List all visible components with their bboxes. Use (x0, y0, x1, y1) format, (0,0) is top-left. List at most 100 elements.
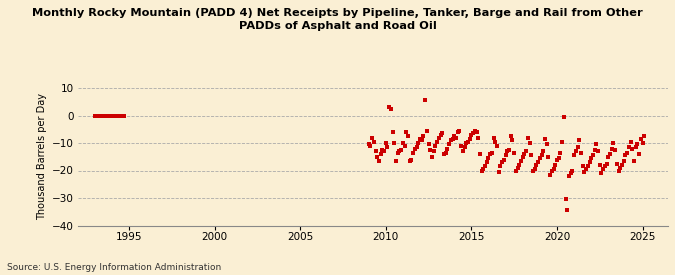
Point (425, 148, 435, 152)
Point (373, 159, 384, 163)
Text: Source: U.S. Energy Information Administration: Source: U.S. Energy Information Administ… (7, 263, 221, 272)
Point (550, 163, 561, 167)
Point (558, 115, 569, 119)
Point (531, 163, 542, 167)
Point (430, 144, 441, 148)
Point (382, 145, 393, 149)
Point (418, 134, 429, 138)
Point (499, 157, 510, 162)
Point (459, 145, 470, 149)
Point (363, 142, 374, 147)
Point (528, 168, 539, 173)
Point (95, 113, 105, 118)
Point (564, 174, 574, 178)
Point (469, 128, 480, 133)
Point (554, 156, 564, 160)
Point (612, 161, 622, 166)
Point (589, 148, 600, 152)
Point (451, 135, 462, 140)
Point (541, 142, 552, 147)
Point (480, 164, 491, 169)
Point (510, 168, 521, 173)
Point (628, 159, 639, 163)
Point (601, 161, 612, 166)
Point (401, 130, 412, 134)
Point (533, 160, 543, 164)
Point (516, 159, 526, 163)
Point (512, 166, 523, 170)
Point (622, 150, 632, 155)
Point (618, 159, 629, 163)
Point (423, 142, 434, 147)
Point (477, 168, 487, 173)
Point (548, 167, 559, 171)
Point (406, 157, 417, 162)
Point (471, 130, 482, 134)
Point (398, 141, 408, 145)
Point (524, 141, 535, 145)
Point (108, 113, 119, 118)
Y-axis label: Thousand Barrels per Day: Thousand Barrels per Day (37, 93, 47, 220)
Point (483, 156, 494, 160)
Point (637, 141, 648, 145)
Point (411, 145, 422, 149)
Point (535, 156, 545, 160)
Point (610, 148, 620, 152)
Point (526, 153, 537, 158)
Point (449, 134, 460, 138)
Point (443, 142, 454, 147)
Point (107, 113, 117, 118)
Point (617, 163, 628, 167)
Point (584, 160, 595, 164)
Point (529, 167, 540, 171)
Point (598, 167, 609, 171)
Point (420, 98, 431, 103)
Point (370, 149, 381, 153)
Point (111, 113, 122, 118)
Point (105, 113, 115, 118)
Point (536, 153, 547, 158)
Point (613, 168, 624, 173)
Point (100, 113, 111, 118)
Point (396, 148, 406, 152)
Point (435, 133, 446, 137)
Point (421, 128, 432, 133)
Point (608, 141, 619, 145)
Point (461, 141, 472, 145)
Point (490, 139, 501, 144)
Point (603, 155, 614, 159)
Point (500, 153, 511, 158)
Point (439, 152, 450, 156)
Point (551, 157, 562, 162)
Point (367, 135, 377, 140)
Point (414, 137, 425, 141)
Point (620, 153, 631, 158)
Point (478, 167, 489, 171)
Point (565, 171, 576, 175)
Point (427, 155, 437, 159)
Point (101, 113, 112, 118)
Point (587, 153, 598, 158)
Point (583, 164, 593, 169)
Point (514, 163, 524, 167)
Point (452, 130, 463, 134)
Point (91, 113, 102, 118)
Point (437, 131, 448, 136)
Point (408, 150, 418, 155)
Point (625, 139, 636, 144)
Point (391, 159, 402, 163)
Point (595, 163, 605, 167)
Point (475, 152, 485, 156)
Point (389, 141, 400, 145)
Point (615, 166, 626, 170)
Point (576, 150, 587, 155)
Point (442, 146, 453, 151)
Point (495, 164, 506, 169)
Point (429, 149, 439, 153)
Point (387, 130, 398, 134)
Point (110, 113, 121, 118)
Point (504, 148, 514, 152)
Text: Monthly Rocky Mountain (PADD 4) Net Receipts by Pipeline, Tanker, Barge and Rail: Monthly Rocky Mountain (PADD 4) Net Rece… (32, 8, 643, 31)
Point (456, 144, 466, 148)
Point (394, 149, 405, 153)
